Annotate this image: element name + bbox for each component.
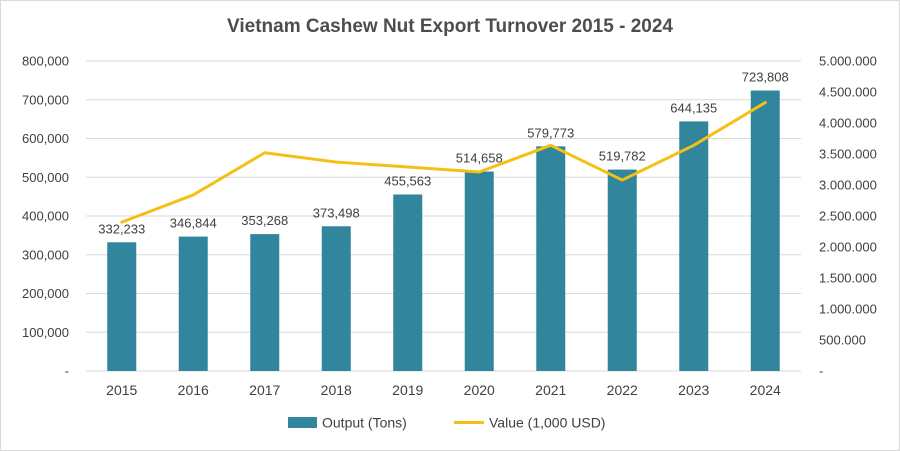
x-tick-label: 2019 — [392, 382, 423, 398]
left-tick-label: 200,000 — [22, 286, 69, 301]
bar-data-label: 519,782 — [599, 149, 646, 164]
right-tick-label: 500.000 — [819, 333, 866, 348]
bar — [750, 90, 780, 371]
bar — [679, 121, 709, 371]
x-axis: 2015 2016 2017 2018 2019 2020 2021 2022 2023 2024 — [106, 382, 781, 398]
left-tick-label: - — [65, 364, 69, 379]
legend-label-output: Output (Tons) — [322, 415, 407, 431]
bar-data-label: 644,135 — [670, 100, 717, 115]
x-tick-label: 2022 — [607, 382, 638, 398]
right-tick-label: 5.000.000 — [819, 54, 877, 69]
legend: Output (Tons) Value (1,000 USD) — [288, 415, 605, 431]
bar-series — [107, 90, 780, 371]
right-tick-label: 2.000.000 — [819, 240, 877, 255]
bar-data-label: 579,773 — [527, 125, 574, 140]
left-tick-label: 400,000 — [22, 209, 69, 224]
right-tick-label: 4.000.000 — [819, 116, 877, 131]
bar — [464, 171, 494, 371]
x-tick-label: 2016 — [178, 382, 209, 398]
bar — [607, 169, 637, 371]
bar-data-labels: 332,233 346,844 353,268 373,498 455,563 514,6… — [98, 70, 789, 237]
bar-data-label: 514,658 — [456, 151, 503, 166]
bar — [250, 234, 280, 371]
right-tick-label: - — [819, 364, 823, 379]
left-tick-label: 700,000 — [22, 92, 69, 107]
x-tick-label: 2020 — [464, 382, 495, 398]
bar-data-label: 373,498 — [313, 205, 360, 220]
chart-title: Vietnam Cashew Nut Export Turnover 2015 … — [227, 16, 673, 37]
bar — [321, 226, 351, 371]
right-tick-label: 1.000.000 — [819, 302, 877, 317]
bar-data-label: 723,808 — [742, 70, 789, 85]
x-tick-label: 2017 — [249, 382, 280, 398]
legend-swatch-output — [288, 417, 317, 428]
bar-data-label: 353,268 — [241, 213, 288, 228]
left-tick-label: 300,000 — [22, 247, 69, 262]
line-series — [120, 101, 767, 224]
bar-data-label: 346,844 — [170, 216, 217, 231]
right-tick-label: 1.500.000 — [819, 271, 877, 286]
right-y-axis: - 500.000 1.000.000 1.500.000 2.000.000 2.500… — [819, 54, 877, 379]
bar — [107, 242, 137, 371]
left-y-axis: - 100,000 200,000 300,000 400,000 500,000 600,… — [22, 54, 69, 379]
bar — [393, 194, 423, 371]
x-tick-label: 2015 — [106, 382, 137, 398]
bar — [178, 236, 208, 371]
left-tick-label: 500,000 — [22, 170, 69, 185]
x-tick-label: 2024 — [750, 382, 781, 398]
bar — [536, 146, 566, 371]
left-tick-label: 100,000 — [22, 325, 69, 340]
value-line — [120, 101, 767, 224]
right-tick-label: 3.000.000 — [819, 178, 877, 193]
right-tick-label: 2.500.000 — [819, 209, 877, 224]
x-tick-label: 2023 — [678, 382, 709, 398]
bar-data-label: 455,563 — [384, 173, 431, 188]
left-tick-label: 800,000 — [22, 54, 69, 69]
legend-label-value: Value (1,000 USD) — [489, 415, 605, 431]
x-tick-label: 2021 — [535, 382, 566, 398]
x-tick-label: 2018 — [321, 382, 352, 398]
bar-data-label: 332,233 — [98, 221, 145, 236]
right-tick-label: 3.500.000 — [819, 147, 877, 162]
right-tick-label: 4.500.000 — [819, 85, 877, 100]
left-tick-label: 600,000 — [22, 131, 69, 146]
